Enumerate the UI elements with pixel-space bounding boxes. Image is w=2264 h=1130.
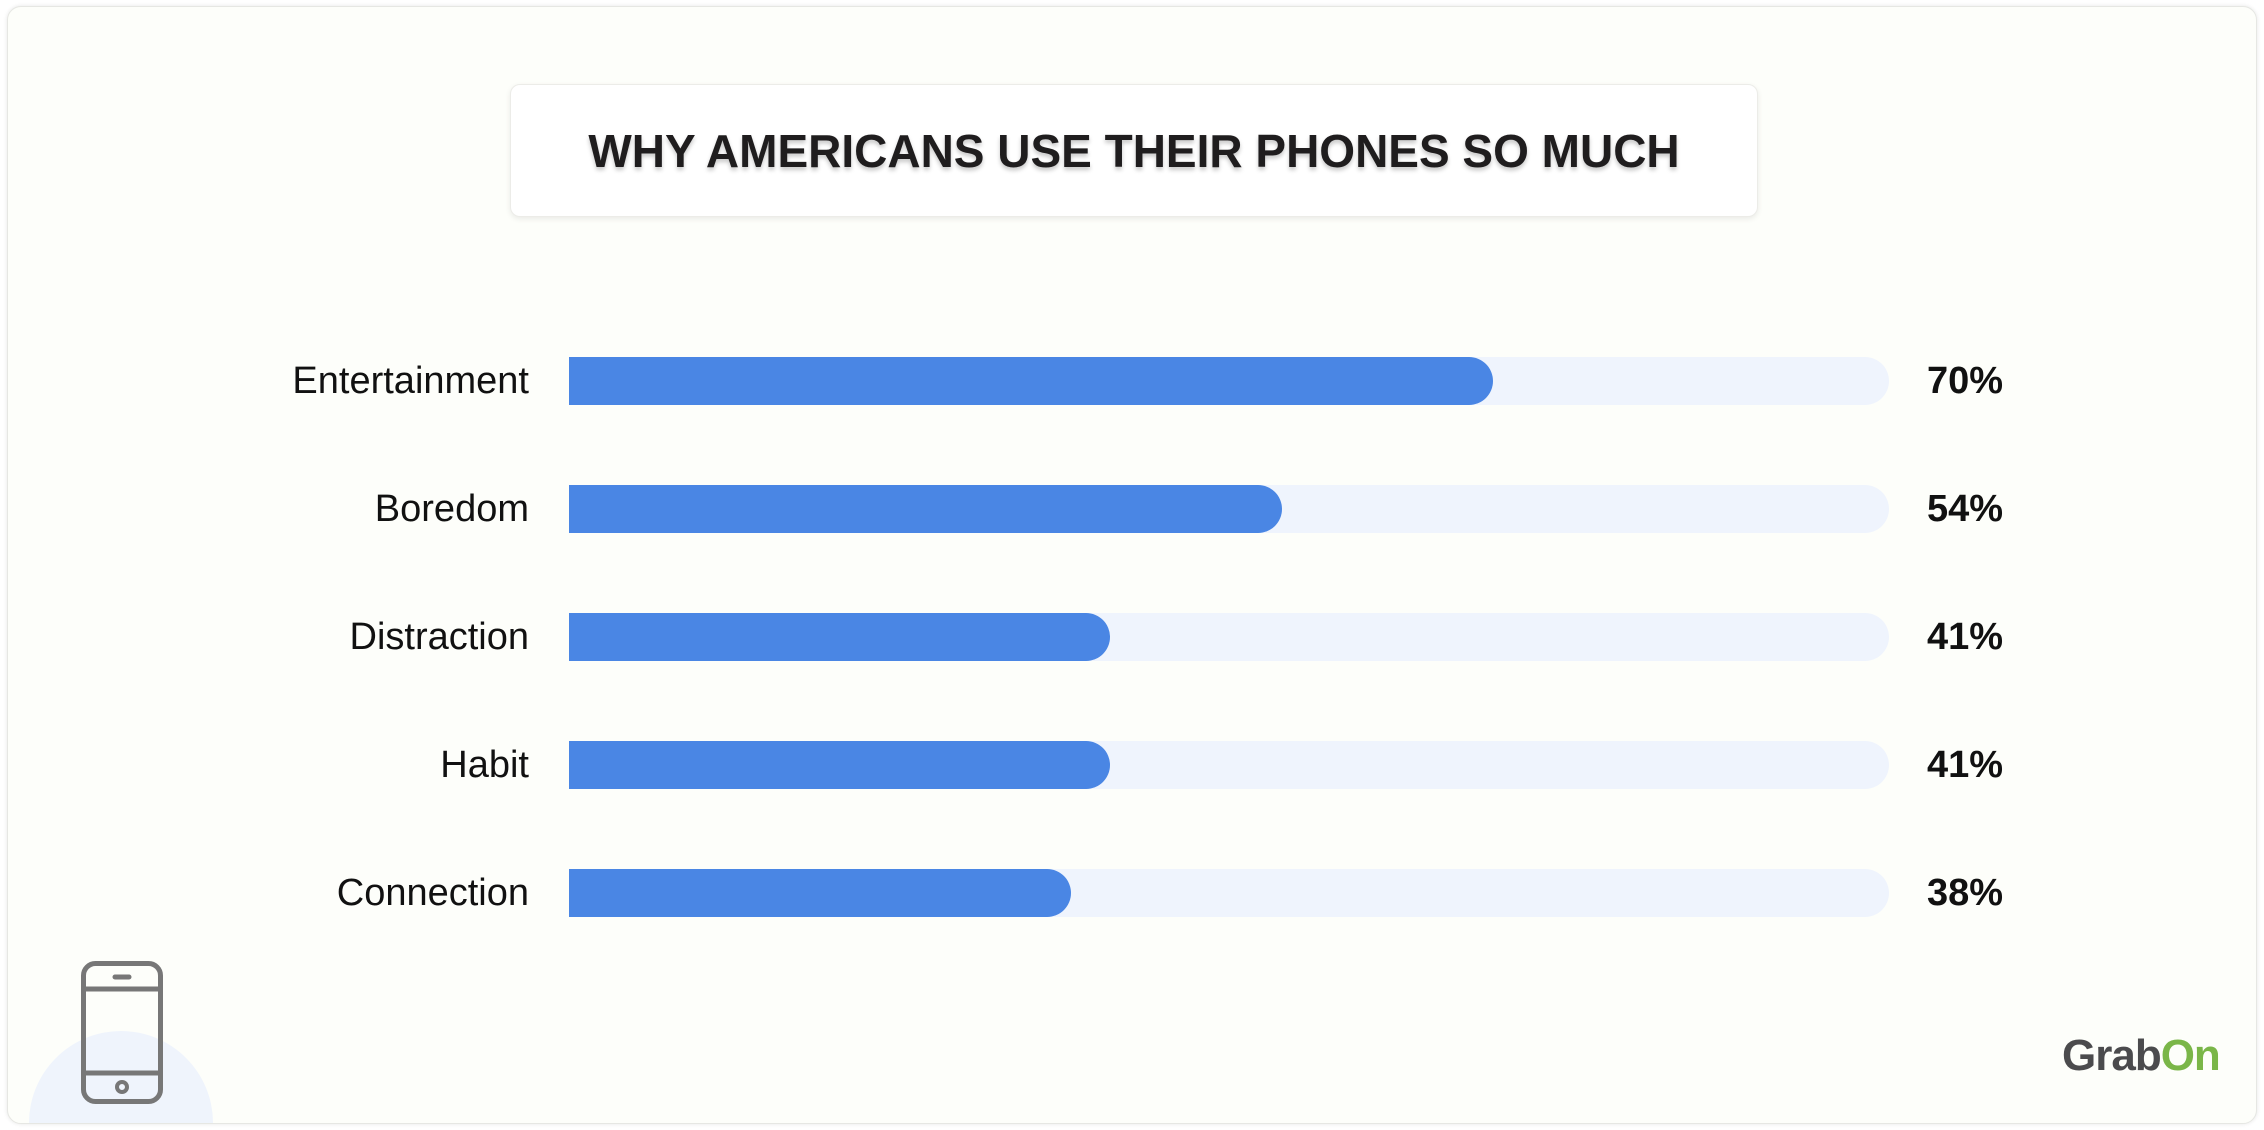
bar-track (569, 357, 1889, 405)
bar-row-entertainment: Entertainment 70% (8, 357, 2256, 405)
bar-fill (569, 485, 1282, 533)
chart-title: WHY AMERICANS USE THEIR PHONES SO MUCH (588, 124, 1680, 177)
bar-label: Connection (336, 872, 529, 914)
bar-label: Boredom (374, 488, 529, 530)
bar-fill (569, 613, 1111, 661)
bar-fill (569, 741, 1111, 789)
logo-grab-text: Grab (2062, 1031, 2162, 1080)
bar-fill (569, 869, 1071, 917)
logo-on-text: On (2160, 1031, 2221, 1080)
bar-track (569, 741, 1889, 789)
bar-track (569, 613, 1889, 661)
bar-row-habit: Habit 41% (8, 741, 2256, 789)
smartphone-icon (81, 961, 163, 1104)
bar-value: 41% (1927, 744, 2004, 786)
bar-row-boredom: Boredom 54% (8, 485, 2256, 533)
bar-track (569, 485, 1889, 533)
title-box: WHY AMERICANS USE THEIR PHONES SO MUCH (510, 84, 1758, 217)
bar-value: 38% (1927, 872, 2004, 914)
bar-label: Habit (440, 744, 529, 786)
bar-label: Distraction (349, 616, 530, 658)
bar-fill (569, 357, 1493, 405)
bar-value: 41% (1927, 616, 2004, 658)
infographic-card: WHY AMERICANS USE THEIR PHONES SO MUCH E… (7, 6, 2257, 1124)
grabon-logo: GrabOn (2062, 1031, 2221, 1081)
bar-value: 54% (1927, 488, 2004, 530)
bar-row-connection: Connection 38% (8, 869, 2256, 917)
bar-track (569, 869, 1889, 917)
bar-value: 70% (1927, 360, 2004, 402)
bar-label: Entertainment (292, 360, 529, 402)
bar-row-distraction: Distraction 41% (8, 613, 2256, 661)
